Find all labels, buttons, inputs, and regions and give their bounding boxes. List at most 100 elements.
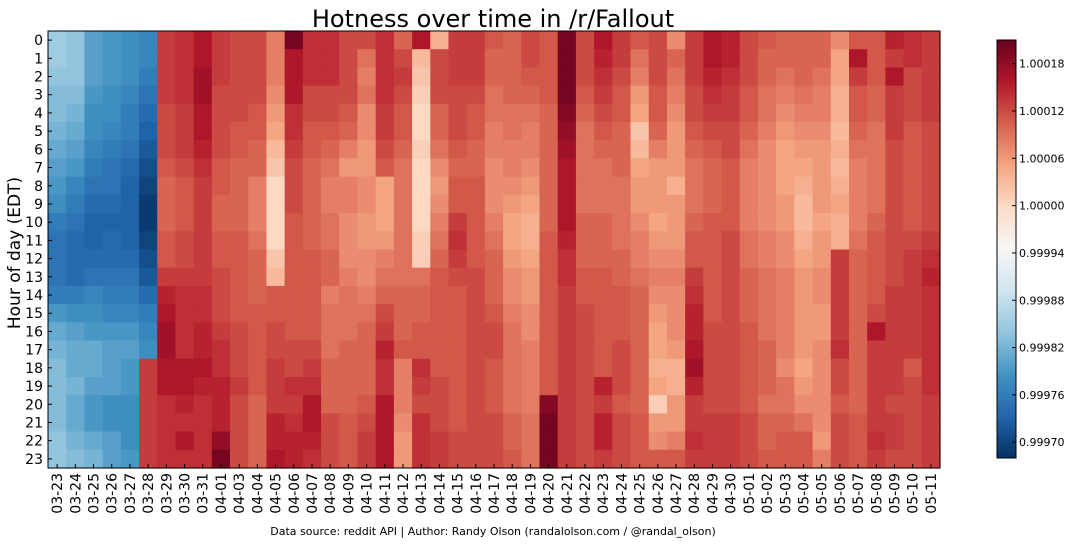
y-tick-label: 22 bbox=[25, 434, 43, 450]
heatmap-cell bbox=[739, 103, 759, 123]
heatmap-cell bbox=[375, 395, 395, 414]
heatmap-cell bbox=[630, 249, 650, 269]
heatmap-cell bbox=[266, 413, 286, 433]
heatmap-cell bbox=[321, 395, 340, 414]
heatmap-cell bbox=[48, 176, 67, 196]
heatmap-cells bbox=[48, 31, 941, 469]
heatmap-cell bbox=[102, 122, 122, 141]
heatmap-cell bbox=[539, 285, 559, 305]
heatmap-cell bbox=[102, 103, 122, 123]
heatmap-cell bbox=[193, 267, 213, 287]
heatmap-cell bbox=[375, 449, 395, 469]
heatmap-cell bbox=[248, 376, 268, 396]
heatmap-cell bbox=[357, 140, 377, 160]
heatmap-cell bbox=[539, 85, 559, 105]
heatmap-cell bbox=[139, 67, 158, 87]
heatmap-cell bbox=[903, 122, 923, 141]
heatmap-cell bbox=[66, 249, 85, 269]
heatmap-cell bbox=[484, 158, 504, 178]
heatmap-cell bbox=[84, 231, 104, 251]
heatmap-cell bbox=[921, 449, 941, 469]
heatmap-cell bbox=[794, 322, 814, 342]
heatmap-cell bbox=[921, 358, 941, 378]
heatmap-cell bbox=[721, 49, 741, 69]
heatmap-cell bbox=[284, 176, 304, 196]
heatmap-cell bbox=[357, 413, 377, 433]
heatmap-cell bbox=[721, 413, 741, 433]
heatmap-cell bbox=[830, 322, 850, 342]
heatmap-cell bbox=[794, 267, 814, 287]
heatmap-cell bbox=[48, 322, 67, 342]
heatmap-cell bbox=[794, 140, 814, 160]
heatmap-cell bbox=[193, 431, 213, 451]
heatmap-cell bbox=[448, 67, 468, 87]
heatmap-cell bbox=[666, 285, 686, 305]
heatmap-cell bbox=[921, 267, 941, 287]
heatmap-cell bbox=[302, 176, 322, 196]
heatmap-cell bbox=[612, 431, 632, 451]
heatmap-cell bbox=[393, 395, 413, 414]
heatmap-cell bbox=[139, 140, 158, 160]
heatmap-cell bbox=[539, 67, 559, 87]
heatmap-cell bbox=[739, 158, 759, 178]
x-tick-label: 04-11 bbox=[378, 473, 394, 514]
heatmap-cell bbox=[357, 322, 377, 342]
heatmap-cell bbox=[230, 285, 249, 305]
heatmap-cell bbox=[903, 140, 923, 160]
heatmap-cell bbox=[594, 376, 613, 396]
heatmap-cell bbox=[703, 449, 723, 469]
heatmap-cell bbox=[685, 395, 704, 414]
heatmap-cell bbox=[266, 231, 286, 251]
heatmap-cell bbox=[375, 122, 395, 141]
heatmap-cell bbox=[630, 67, 650, 87]
heatmap-cell bbox=[230, 140, 249, 160]
y-tick-label: 4 bbox=[34, 106, 43, 122]
heatmap-cell bbox=[84, 304, 104, 323]
heatmap-cell bbox=[848, 194, 868, 214]
heatmap-cell bbox=[921, 376, 941, 396]
heatmap-cell bbox=[521, 285, 541, 305]
heatmap-cell bbox=[266, 431, 286, 451]
heatmap-cell bbox=[321, 449, 340, 469]
heatmap-cell bbox=[48, 376, 67, 396]
heatmap-cell bbox=[503, 249, 522, 269]
heatmap-cell bbox=[393, 358, 413, 378]
heatmap-cell bbox=[885, 431, 905, 451]
heatmap-cell bbox=[248, 176, 268, 196]
heatmap-cell bbox=[393, 376, 413, 396]
heatmap-cell bbox=[448, 49, 468, 69]
heatmap-cell bbox=[284, 249, 304, 269]
heatmap-cell bbox=[484, 376, 504, 396]
heatmap-cell bbox=[230, 395, 249, 414]
heatmap-cell bbox=[484, 122, 504, 141]
heatmap-cell bbox=[921, 31, 941, 50]
heatmap-cell bbox=[211, 249, 231, 269]
heatmap-cell bbox=[412, 85, 431, 105]
heatmap-cell bbox=[648, 103, 668, 123]
heatmap-cell bbox=[557, 449, 577, 469]
heatmap-cell bbox=[48, 285, 67, 305]
heatmap-cell bbox=[175, 49, 195, 69]
heatmap-cell bbox=[503, 358, 522, 378]
heatmap-cell bbox=[903, 231, 923, 251]
x-tick-label: 05-01 bbox=[742, 473, 758, 514]
heatmap-cell bbox=[48, 231, 67, 251]
heatmap-cell bbox=[412, 213, 431, 232]
heatmap-cell bbox=[521, 322, 541, 342]
heatmap-cell bbox=[739, 431, 759, 451]
heatmap-cell bbox=[721, 103, 741, 123]
heatmap-cell bbox=[575, 122, 595, 141]
heatmap-cell bbox=[575, 31, 595, 50]
heatmap-cell bbox=[248, 431, 268, 451]
heatmap-cell bbox=[830, 449, 850, 469]
heatmap-cell bbox=[703, 213, 723, 232]
x-tick-label: 03-26 bbox=[105, 473, 121, 514]
heatmap-cell bbox=[448, 103, 468, 123]
heatmap-cell bbox=[867, 231, 886, 251]
x-tick-label: 04-19 bbox=[523, 473, 539, 514]
heatmap-cell bbox=[685, 140, 704, 160]
heatmap-cell bbox=[830, 31, 850, 50]
heatmap-cell bbox=[284, 340, 304, 360]
heatmap-cell bbox=[266, 122, 286, 141]
heatmap-cell bbox=[175, 140, 195, 160]
